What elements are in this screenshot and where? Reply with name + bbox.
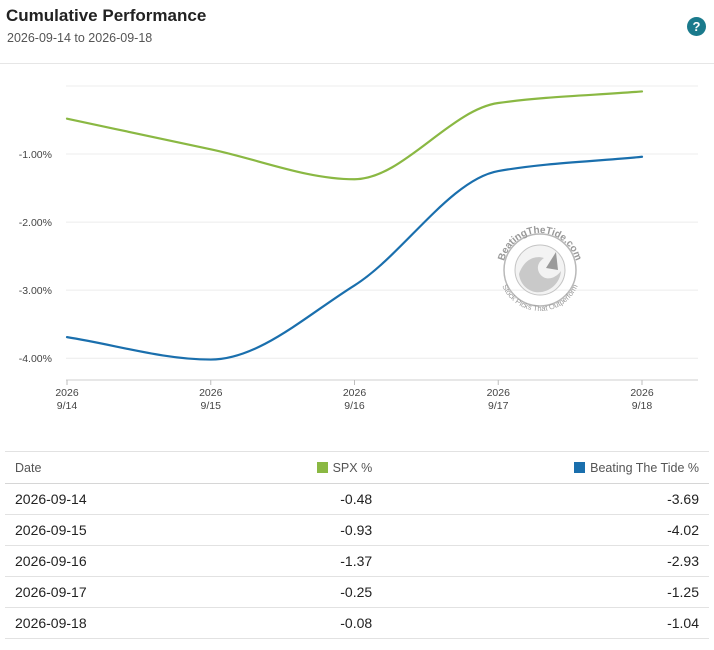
series-lines <box>65 90 644 361</box>
y-axis-labels: -1.00% -2.00% -3.00% -4.00% <box>19 149 52 365</box>
spx-series-line <box>65 90 644 181</box>
btt-legend-swatch <box>574 461 586 473</box>
spx-value-cell: -0.93 <box>211 514 383 546</box>
btt-column-header: Beating The Tide % <box>382 451 709 484</box>
btt-value-cell: -4.02 <box>382 514 709 546</box>
btt-value-cell: -3.69 <box>382 483 709 515</box>
performance-table: Date SPX % Beating The Tide % 2026-09-14… <box>5 451 709 639</box>
watermark-wave-shape <box>519 257 561 293</box>
y-tick-label: -1.00% <box>19 149 52 161</box>
date-range-subtitle: 2026-09-14 to 2026-09-18 <box>7 31 153 45</box>
table-row: 2026-09-15 -0.93 -4.02 <box>5 514 709 546</box>
grid-lines <box>66 85 698 359</box>
watermark-fin-shape <box>546 252 558 270</box>
beating-the-tide-series-line <box>65 155 644 361</box>
btt-value-cell: -1.04 <box>382 607 709 639</box>
table-row: 2026-09-14 -0.48 -3.69 <box>5 483 709 515</box>
table-row: 2026-09-17 -0.25 -1.25 <box>5 576 709 608</box>
performance-line-chart: -1.00% -2.00% -3.00% -4.00% BeatingTheTide.… <box>19 85 698 412</box>
spx-value-cell: -0.48 <box>211 483 383 515</box>
spx-value-cell: -1.37 <box>211 545 383 577</box>
x-tick-label-date: 9/14 <box>57 400 78 412</box>
date-cell: 2026-09-18 <box>5 607 212 639</box>
x-tick-label-date: 9/16 <box>344 400 365 412</box>
table-row: 2026-09-18 -0.08 -1.04 <box>5 607 709 639</box>
x-tick-label-year: 2026 <box>487 387 511 399</box>
help-icon[interactable]: ? <box>687 17 706 36</box>
x-tick-label-year: 2026 <box>199 387 223 399</box>
x-tick-label-year: 2026 <box>343 387 367 399</box>
x-tick-label-date: 9/18 <box>632 400 653 412</box>
chart-top-divider <box>0 63 714 64</box>
beatingthetide-watermark: BeatingTheTide.com Stock Picks That Outp… <box>496 225 583 313</box>
y-tick-label: -3.00% <box>19 285 52 297</box>
y-tick-label: -4.00% <box>19 353 52 365</box>
spx-value-cell: -0.25 <box>211 576 383 608</box>
table-header-row: Date SPX % Beating The Tide % <box>5 451 709 484</box>
spx-column-header: SPX % <box>211 451 383 484</box>
date-cell: 2026-09-15 <box>5 514 212 546</box>
chart-header: Cumulative Performance 2026-09-14 to 202… <box>6 4 706 48</box>
x-tick-label-date: 9/17 <box>488 400 509 412</box>
x-tick-label-date: 9/15 <box>201 400 222 412</box>
table-row: 2026-09-16 -1.37 -2.93 <box>5 545 709 577</box>
x-tick-label-year: 2026 <box>630 387 654 399</box>
chart-title: Cumulative Performance <box>6 6 207 25</box>
btt-value-cell: -2.93 <box>382 545 709 577</box>
date-cell: 2026-09-17 <box>5 576 212 608</box>
date-cell: 2026-09-16 <box>5 545 212 577</box>
y-tick-label: -2.00% <box>19 217 52 229</box>
spx-value-cell: -0.08 <box>211 607 383 639</box>
x-tick-label-year: 2026 <box>55 387 79 399</box>
date-cell: 2026-09-14 <box>5 483 212 515</box>
date-column-header: Date <box>5 451 212 484</box>
btt-value-cell: -1.25 <box>382 576 709 608</box>
spx-legend-swatch <box>316 461 328 473</box>
watermark-ring <box>503 233 577 307</box>
